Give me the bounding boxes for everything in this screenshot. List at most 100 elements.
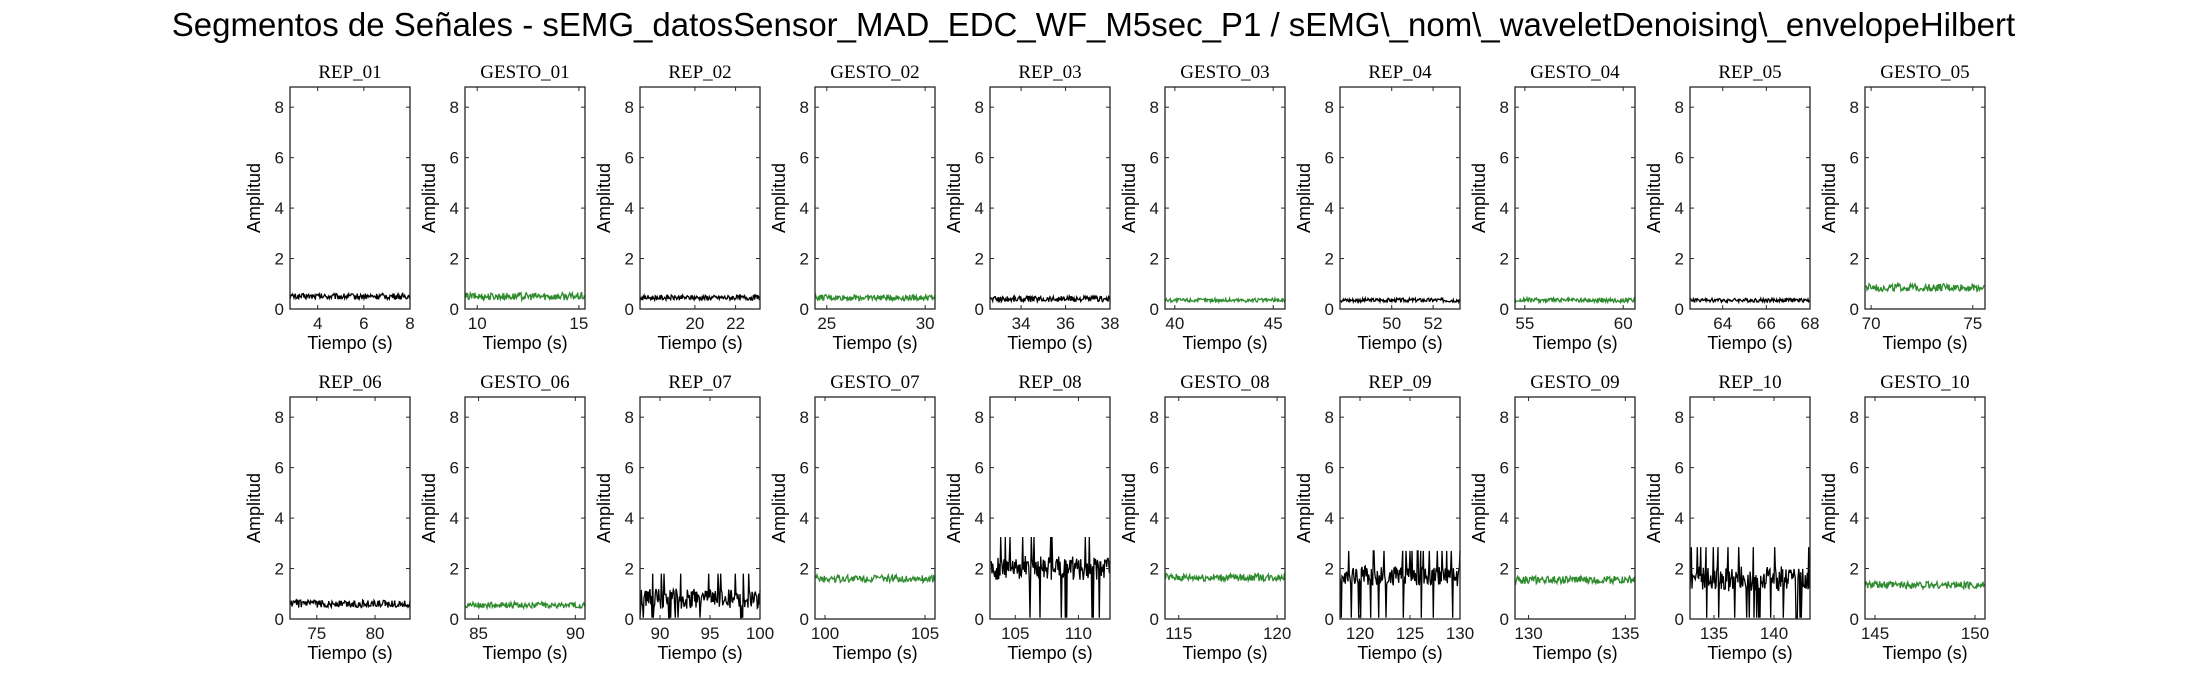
y-tick-label: 0 (625, 610, 634, 629)
x-tick-label: 66 (1757, 314, 1776, 333)
y-axis-label: Amplitud (244, 473, 264, 543)
y-tick-label: 2 (1325, 560, 1334, 579)
subplot-gesto_03: 0 2 4 6 8 40 45 GESTO_03 Tiempo (s) Amplitud (1119, 62, 1286, 353)
y-tick-label: 4 (800, 509, 809, 528)
y-tick-label: 2 (275, 250, 284, 269)
x-tick-label: 60 (1614, 314, 1633, 333)
y-axis-label: Amplitud (769, 473, 789, 543)
x-tick-label: 64 (1713, 314, 1732, 333)
subplot-title: GESTO_09 (1530, 372, 1619, 393)
y-tick-label: 2 (1500, 250, 1509, 269)
y-axis-label: Amplitud (594, 473, 614, 543)
subplot-title: GESTO_05 (1880, 62, 1969, 83)
y-tick-label: 4 (275, 199, 284, 218)
x-axis-label: Tiempo (s) (1707, 333, 1792, 353)
y-tick-label: 4 (1675, 509, 1684, 528)
x-axis-label: Tiempo (s) (307, 333, 392, 353)
y-tick-label: 6 (1675, 149, 1684, 168)
y-tick-label: 8 (1850, 408, 1859, 427)
y-tick-label: 2 (625, 560, 634, 579)
y-tick-label: 6 (1325, 459, 1334, 478)
x-tick-label: 40 (1165, 314, 1184, 333)
y-tick-label: 2 (1850, 250, 1859, 269)
subplot-gesto_05: 0 2 4 6 8 70 75 GESTO_05 Tiempo (s) Amplitud (1819, 62, 1986, 353)
axes-frame (989, 86, 1111, 310)
y-tick-label: 6 (450, 149, 459, 168)
subplot-title: REP_03 (1018, 62, 1081, 83)
y-tick-label: 2 (1500, 560, 1509, 579)
signal-line-rep_01 (289, 291, 411, 302)
x-axis-label: Tiempo (s) (1182, 643, 1267, 663)
y-tick-label: 2 (1325, 250, 1334, 269)
axes-frame (1514, 86, 1636, 310)
y-tick-label: 6 (450, 459, 459, 478)
y-tick-label: 0 (625, 300, 634, 319)
y-tick-label: 4 (1850, 199, 1859, 218)
x-tick-label: 90 (651, 624, 670, 643)
subplot-title: REP_05 (1718, 62, 1781, 83)
y-tick-label: 0 (1850, 610, 1859, 629)
x-tick-label: 36 (1056, 314, 1075, 333)
y-tick-label: 4 (800, 199, 809, 218)
y-tick-label: 8 (625, 408, 634, 427)
y-axis-label: Amplitud (1469, 163, 1489, 233)
x-tick-label: 120 (1346, 624, 1374, 643)
y-tick-label: 6 (625, 459, 634, 478)
y-tick-label: 8 (1500, 98, 1509, 117)
axes-frame (1864, 396, 1986, 620)
y-tick-label: 4 (975, 199, 984, 218)
y-tick-label: 8 (975, 408, 984, 427)
x-axis-label: Tiempo (s) (1882, 643, 1967, 663)
signal-line-gesto_09 (1514, 573, 1636, 586)
y-tick-label: 2 (275, 560, 284, 579)
subplot-rep_06: 0 2 4 6 8 75 80 REP_06 Tiempo (s) Amplitud (244, 372, 411, 663)
y-tick-label: 4 (625, 199, 634, 218)
y-tick-label: 4 (450, 509, 459, 528)
axes-frame (1339, 86, 1461, 310)
signal-line-rep_05 (1689, 296, 1811, 305)
signal-line-rep_04 (1339, 295, 1461, 305)
axes-frame (639, 396, 761, 620)
subplot-title: GESTO_04 (1530, 62, 1620, 83)
signal-line-gesto_08 (1164, 571, 1286, 584)
y-tick-label: 0 (800, 610, 809, 629)
y-tick-label: 6 (1675, 459, 1684, 478)
x-tick-label: 135 (1700, 624, 1728, 643)
subplot-gesto_07: 0 2 4 6 8 100 105 GESTO_07 Tiempo (s) Amplitud (769, 372, 939, 663)
y-tick-label: 8 (275, 408, 284, 427)
x-tick-label: 145 (1861, 624, 1889, 643)
x-axis-label: Tiempo (s) (1182, 333, 1267, 353)
y-tick-label: 0 (450, 300, 459, 319)
subplot-title: REP_06 (318, 372, 381, 393)
axes-frame (639, 86, 761, 310)
y-tick-label: 2 (1150, 560, 1159, 579)
y-tick-label: 4 (275, 509, 284, 528)
x-tick-label: 115 (1165, 624, 1192, 643)
y-tick-label: 8 (1850, 98, 1859, 117)
x-tick-label: 10 (468, 314, 487, 333)
x-tick-label: 100 (811, 624, 839, 643)
signal-line-gesto_05 (1864, 281, 1986, 293)
y-tick-label: 8 (450, 408, 459, 427)
subplot-title: GESTO_02 (830, 62, 919, 83)
y-tick-label: 0 (1325, 610, 1334, 629)
y-tick-label: 2 (975, 560, 984, 579)
signal-line-gesto_04 (1514, 295, 1636, 305)
y-tick-label: 6 (1850, 149, 1859, 168)
y-axis-label: Amplitud (944, 473, 964, 543)
x-axis-label: Tiempo (s) (657, 643, 742, 663)
x-axis-label: Tiempo (s) (482, 333, 567, 353)
axes-frame (289, 396, 411, 620)
x-tick-label: 95 (701, 624, 720, 643)
subplot-rep_03: 0 2 4 6 8 34 36 38 REP_03 Tiempo (s) Amplitud (944, 62, 1119, 353)
y-tick-label: 2 (450, 250, 459, 269)
x-tick-label: 75 (307, 624, 326, 643)
subplot-gesto_04: 0 2 4 6 8 55 60 GESTO_04 Tiempo (s) Amplitud (1469, 62, 1636, 353)
x-tick-label: 75 (1963, 314, 1982, 333)
y-tick-label: 2 (1675, 560, 1684, 579)
x-tick-label: 105 (1001, 624, 1029, 643)
y-tick-label: 4 (1850, 509, 1859, 528)
signal-line-gesto_03 (1164, 295, 1286, 305)
subplot-title: GESTO_06 (480, 372, 569, 393)
